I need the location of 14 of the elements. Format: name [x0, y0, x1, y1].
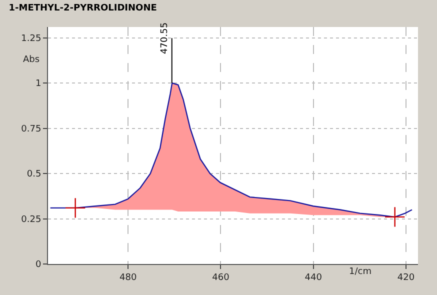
x-tick-label: 440: [304, 272, 322, 283]
y-tick-label: 1: [35, 79, 42, 90]
y-tick-label: 0: [35, 260, 42, 270]
x-tick-label: 480: [120, 272, 137, 283]
x-tick-label: 420: [397, 272, 415, 283]
x-axis-title: 1/cm: [349, 267, 372, 277]
y-tick-label: 0.5: [26, 170, 42, 180]
annotation: 470.55: [160, 22, 170, 54]
y-tick-label: 1.25: [21, 34, 42, 44]
y-tick-label: 0.75: [21, 124, 42, 134]
y-tick-label: 0.25: [21, 214, 42, 225]
x-tick-label: 460: [212, 272, 230, 283]
y-axis-title: Abs: [23, 55, 40, 65]
chart-title: 1-METHYL-2-PYRROLIDINONE: [8, 4, 157, 14]
